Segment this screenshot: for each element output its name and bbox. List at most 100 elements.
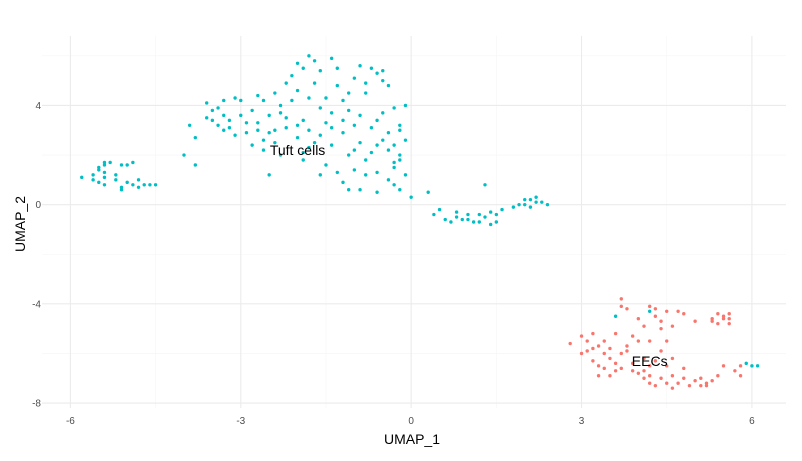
data-point	[250, 108, 254, 113]
data-point	[352, 76, 357, 80]
data-point	[295, 123, 300, 127]
data-point	[398, 188, 402, 192]
data-point	[290, 98, 294, 103]
data-point	[324, 163, 328, 167]
data-point	[670, 356, 675, 361]
data-point	[636, 317, 641, 321]
data-point	[102, 163, 107, 167]
data-point	[398, 158, 402, 162]
data-point	[290, 73, 294, 78]
data-point	[568, 341, 572, 346]
data-point	[335, 170, 340, 175]
data-point	[721, 314, 726, 318]
data-point	[636, 339, 641, 343]
y-axis-title: UMAP_2	[12, 196, 28, 252]
data-point	[278, 111, 283, 115]
data-point	[721, 364, 726, 368]
data-point	[227, 126, 232, 130]
data-point	[596, 344, 601, 348]
y-tick-label: 0	[35, 200, 41, 211]
data-point	[653, 307, 658, 311]
data-point	[346, 153, 351, 157]
data-point	[136, 178, 141, 182]
data-point	[358, 113, 362, 118]
data-point	[682, 376, 686, 380]
data-point	[307, 128, 311, 132]
data-point	[386, 131, 391, 135]
data-point	[375, 71, 379, 75]
data-point	[318, 173, 322, 177]
data-point	[102, 175, 107, 180]
data-point	[386, 178, 391, 182]
data-point	[364, 158, 368, 162]
data-point	[716, 312, 720, 316]
data-point	[670, 374, 675, 378]
x-tick-label: -3	[236, 416, 245, 427]
data-points	[80, 54, 760, 390]
data-point	[346, 91, 351, 95]
data-point	[244, 131, 249, 135]
data-point	[193, 163, 198, 167]
data-point	[534, 195, 538, 199]
data-point	[426, 190, 430, 194]
data-point	[619, 366, 623, 371]
data-point	[596, 374, 601, 378]
data-point	[125, 163, 129, 167]
data-point	[653, 359, 658, 363]
data-point	[273, 128, 277, 132]
data-point	[335, 83, 340, 88]
data-point	[653, 383, 658, 388]
data-point	[335, 66, 340, 70]
data-point	[381, 111, 385, 115]
data-point	[91, 178, 95, 182]
data-point	[591, 346, 595, 351]
data-point	[91, 173, 95, 177]
data-point	[233, 133, 237, 137]
data-point	[375, 118, 379, 123]
data-point	[687, 383, 692, 388]
data-point	[602, 351, 606, 356]
data-point	[148, 183, 152, 187]
y-tick-label: -8	[32, 399, 41, 410]
data-point	[222, 113, 226, 118]
data-point	[494, 212, 499, 217]
data-point	[744, 361, 748, 366]
data-point	[625, 344, 629, 348]
data-point	[670, 324, 675, 328]
data-point	[273, 91, 277, 95]
data-point	[358, 140, 362, 145]
data-point	[250, 143, 254, 147]
data-point	[585, 339, 589, 343]
data-point	[477, 220, 482, 224]
data-point	[613, 314, 618, 318]
data-point	[540, 200, 544, 204]
data-point	[358, 64, 362, 68]
data-point	[381, 78, 385, 83]
data-point	[108, 160, 112, 165]
data-point	[727, 317, 731, 321]
data-point	[386, 148, 391, 152]
data-point	[608, 346, 612, 351]
data-point	[653, 314, 658, 318]
data-point	[210, 118, 215, 123]
data-point	[642, 369, 646, 373]
data-point	[392, 143, 396, 147]
data-point	[665, 309, 669, 313]
data-point	[358, 188, 362, 192]
data-point	[443, 217, 447, 222]
data-point	[665, 339, 669, 343]
data-point	[659, 326, 663, 331]
data-point	[102, 160, 107, 165]
data-point	[97, 180, 101, 185]
data-point	[613, 331, 618, 336]
data-point	[329, 126, 334, 130]
data-point	[579, 334, 584, 338]
data-point	[341, 98, 345, 103]
data-point	[369, 126, 374, 130]
data-point	[466, 212, 470, 217]
data-point	[267, 131, 271, 135]
data-point	[369, 150, 374, 155]
data-point	[523, 197, 527, 202]
data-point	[256, 93, 260, 98]
data-point	[619, 297, 623, 301]
